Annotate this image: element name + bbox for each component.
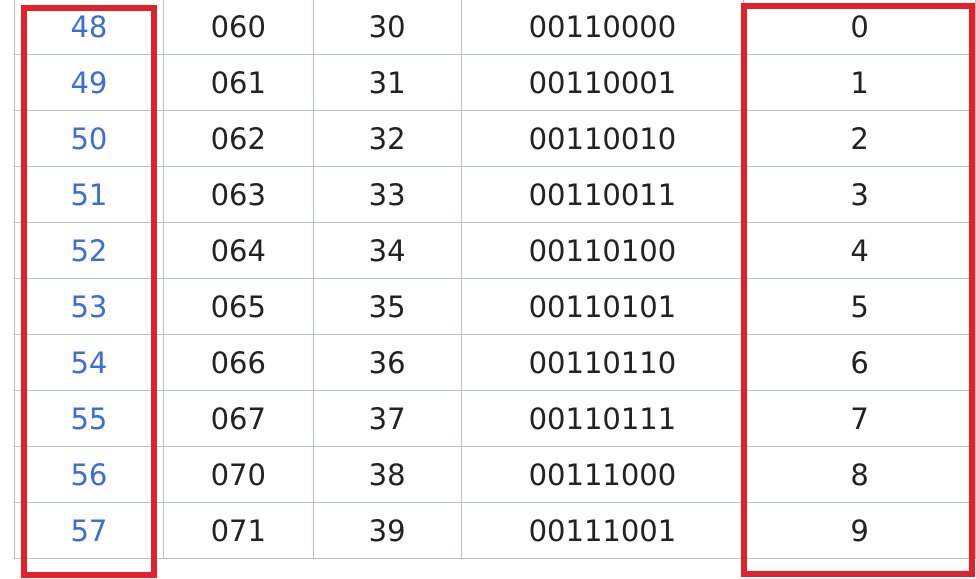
octal-cell: 060 [162, 0, 314, 55]
octal-cell: 066 [162, 334, 314, 391]
decimal-link[interactable]: 50 [70, 121, 108, 156]
hex-cell: 34 [312, 222, 462, 279]
binary-cell: 00111000 [460, 446, 745, 503]
decimal-cell[interactable]: 52 [14, 222, 164, 279]
character-cell: 4 [743, 222, 976, 279]
octal-cell: 070 [162, 446, 314, 503]
decimal-cell[interactable]: 48 [14, 0, 164, 55]
decimal-cell[interactable]: 51 [14, 166, 164, 223]
hex-cell: 31 [312, 54, 462, 111]
hex-cell: 39 [312, 502, 462, 559]
octal-cell: 067 [162, 390, 314, 447]
octal-cell: 071 [162, 502, 314, 559]
table-row: 53 065 35 00110101 5 [14, 278, 976, 335]
character-cell: 0 [743, 0, 976, 55]
hex-cell: 37 [312, 390, 462, 447]
ascii-table: 48 060 30 00110000 0 49 061 31 00110001 … [14, 0, 976, 559]
decimal-link[interactable]: 49 [70, 65, 108, 100]
decimal-cell[interactable]: 56 [14, 446, 164, 503]
table-row: 50 062 32 00110010 2 [14, 110, 976, 167]
decimal-link[interactable]: 55 [70, 401, 108, 436]
hex-cell: 38 [312, 446, 462, 503]
hex-cell: 32 [312, 110, 462, 167]
decimal-link[interactable]: 48 [70, 9, 108, 44]
character-cell: 8 [743, 446, 976, 503]
binary-cell: 00110011 [460, 166, 745, 223]
table-row: 55 067 37 00110111 7 [14, 390, 976, 447]
character-cell: 5 [743, 278, 976, 335]
character-cell: 6 [743, 334, 976, 391]
table-row: 56 070 38 00111000 8 [14, 446, 976, 503]
binary-cell: 00111001 [460, 502, 745, 559]
table-row: 57 071 39 00111001 9 [14, 502, 976, 559]
octal-cell: 065 [162, 278, 314, 335]
decimal-cell[interactable]: 53 [14, 278, 164, 335]
octal-cell: 064 [162, 222, 314, 279]
table-row: 51 063 33 00110011 3 [14, 166, 976, 223]
octal-cell: 062 [162, 110, 314, 167]
binary-cell: 00110000 [460, 0, 745, 55]
character-cell: 2 [743, 110, 976, 167]
character-cell: 9 [743, 502, 976, 559]
hex-cell: 30 [312, 0, 462, 55]
decimal-link[interactable]: 51 [70, 177, 108, 212]
binary-cell: 00110111 [460, 390, 745, 447]
hex-cell: 33 [312, 166, 462, 223]
decimal-cell[interactable]: 54 [14, 334, 164, 391]
character-cell: 3 [743, 166, 976, 223]
table-row: 49 061 31 00110001 1 [14, 54, 976, 111]
hex-cell: 35 [312, 278, 462, 335]
decimal-cell[interactable]: 57 [14, 502, 164, 559]
decimal-link[interactable]: 54 [70, 345, 108, 380]
binary-cell: 00110010 [460, 110, 745, 167]
character-cell: 1 [743, 54, 976, 111]
decimal-cell[interactable]: 50 [14, 110, 164, 167]
binary-cell: 00110110 [460, 334, 745, 391]
table-row: 52 064 34 00110100 4 [14, 222, 976, 279]
octal-cell: 063 [162, 166, 314, 223]
table-row: 48 060 30 00110000 0 [14, 0, 976, 55]
decimal-link[interactable]: 57 [70, 513, 108, 548]
character-cell: 7 [743, 390, 976, 447]
decimal-cell[interactable]: 55 [14, 390, 164, 447]
binary-cell: 00110100 [460, 222, 745, 279]
hex-cell: 36 [312, 334, 462, 391]
decimal-link[interactable]: 56 [70, 457, 108, 492]
table-row: 54 066 36 00110110 6 [14, 334, 976, 391]
decimal-cell[interactable]: 49 [14, 54, 164, 111]
decimal-link[interactable]: 53 [70, 289, 108, 324]
decimal-link[interactable]: 52 [70, 233, 108, 268]
binary-cell: 00110001 [460, 54, 745, 111]
binary-cell: 00110101 [460, 278, 745, 335]
octal-cell: 061 [162, 54, 314, 111]
